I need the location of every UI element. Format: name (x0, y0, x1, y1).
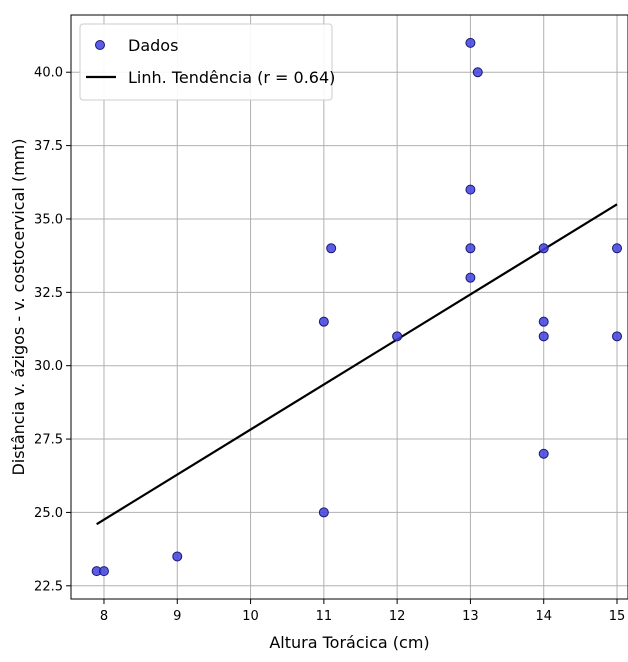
legend-box (79, 23, 333, 101)
axes: 8 9 10 11 12 13 14 15 22.5 25.0 27.5 30.0 32.5 35.0 37… (34, 14, 628, 624)
y-tick-label: 25.0 (34, 506, 63, 521)
data-point (98, 566, 109, 577)
data-point (612, 331, 623, 342)
data-point (472, 67, 483, 78)
data-point (538, 316, 549, 327)
y-tick-label: 40.0 (34, 66, 63, 81)
data-point (465, 37, 476, 48)
y-tick-label: 37.5 (34, 139, 63, 154)
y-tick-label: 32.5 (34, 286, 63, 301)
data-point (538, 331, 549, 342)
x-tick-label: 9 (173, 609, 181, 624)
x-tick-label: 11 (316, 609, 333, 624)
x-tick-label: 8 (100, 609, 108, 624)
data-point (318, 507, 329, 518)
x-axis-label: Altura Torácica (cm) (269, 633, 429, 652)
data-point (172, 551, 183, 562)
x-tick-label: 13 (462, 609, 479, 624)
legend-label: Dados (128, 36, 178, 55)
data-point (465, 272, 476, 283)
data-point (538, 243, 549, 254)
data-point (318, 316, 329, 327)
plot-series (91, 37, 623, 577)
y-axis-label: Distância v. ázigos - v. costocervical (… (9, 138, 28, 475)
y-tick-label: 22.5 (34, 579, 63, 594)
data-point (465, 243, 476, 254)
data-point (465, 184, 476, 195)
y-tick-label: 27.5 (34, 433, 63, 448)
data-point (612, 243, 623, 254)
trend-line (96, 203, 618, 526)
legend: Dados Linh. Tendência (r = 0.64) (79, 23, 335, 101)
y-tick-label: 35.0 (34, 212, 63, 227)
data-point (326, 243, 337, 254)
data-point (538, 448, 549, 459)
legend-marker-scatter (95, 40, 105, 50)
grid (71, 15, 628, 599)
plot-frame (70, 14, 628, 600)
legend-label: Linh. Tendência (r = 0.64) (128, 68, 335, 87)
x-tick-label: 12 (389, 609, 406, 624)
x-tick-label: 15 (609, 609, 626, 624)
data-point (392, 331, 403, 342)
x-tick-label: 10 (242, 609, 259, 624)
x-tick-label: 14 (535, 609, 552, 624)
y-tick-label: 30.0 (34, 359, 63, 374)
